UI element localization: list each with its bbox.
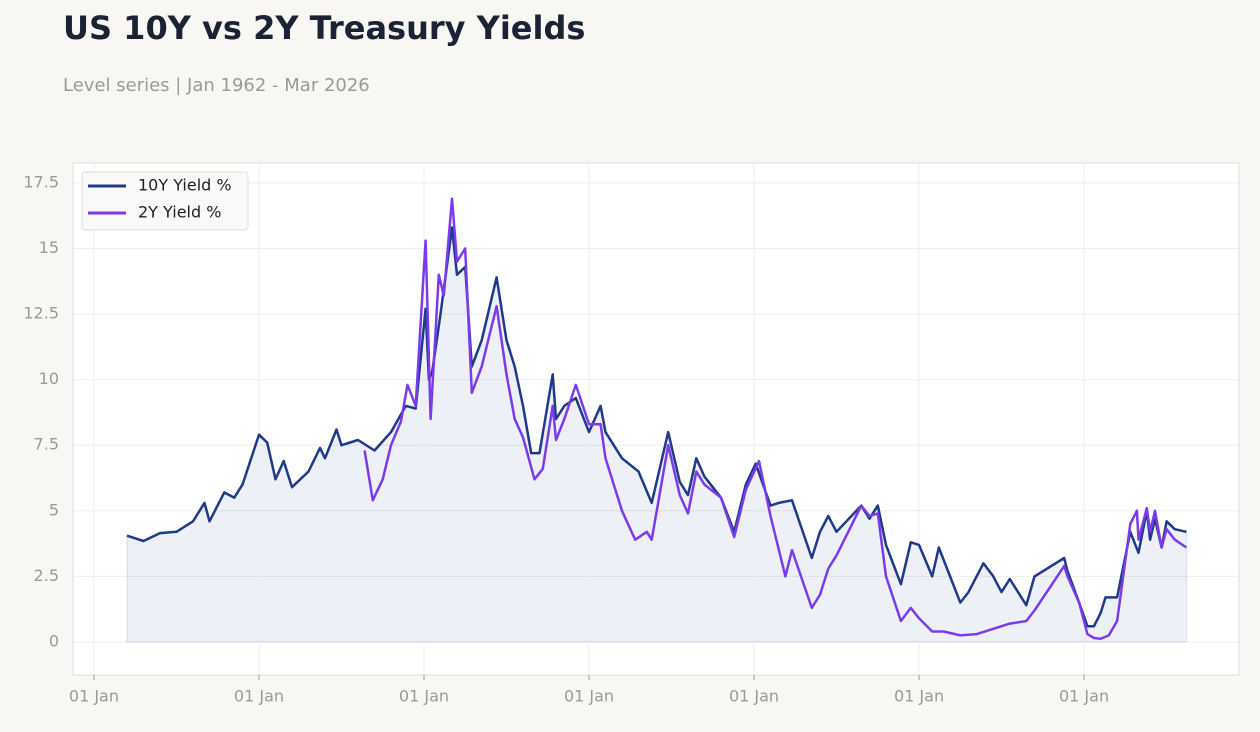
x-tick-label: 01 Jan: [234, 687, 284, 706]
y-tick-label: 2.5: [34, 566, 59, 585]
y-tick-label: 12.5: [23, 304, 59, 323]
y-tick-label: 10: [39, 369, 59, 388]
line: [126, 226, 1187, 628]
y-tick-label: 15: [39, 238, 59, 257]
legend-label: 10Y Yield %: [138, 176, 232, 195]
y-tick-label: 5: [49, 500, 59, 519]
x-tick-label: 01 Jan: [1059, 687, 1109, 706]
x-tick-label: 01 Jan: [69, 687, 119, 706]
y-tick-label: 17.5: [23, 172, 59, 191]
line: [363, 197, 1188, 641]
x-tick-label: 01 Jan: [564, 687, 614, 706]
legend-label: 2Y Yield %: [138, 203, 221, 222]
y-tick-label: 7.5: [34, 435, 59, 454]
x-tick-label: 01 Jan: [729, 687, 779, 706]
chart-title: US 10Y vs 2Y Treasury Yields: [63, 9, 585, 47]
chart-subtitle: Level series | Jan 1962 - Mar 2026: [63, 75, 370, 96]
x-tick-label: 01 Jan: [894, 687, 944, 706]
y-tick-label: 0: [49, 631, 59, 650]
x-tick-label: 01 Jan: [399, 687, 449, 706]
